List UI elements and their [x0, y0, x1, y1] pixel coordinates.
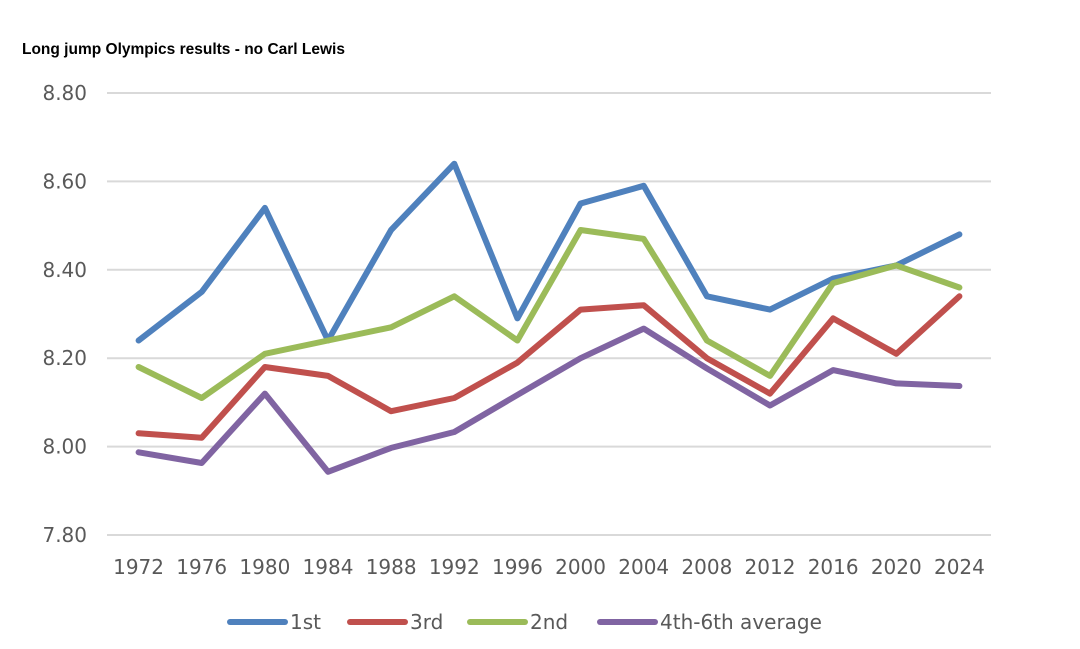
gridlines [107, 92, 991, 536]
x-tick-label: 2024 [934, 555, 985, 579]
legend-item: 4th-6th average [597, 610, 822, 634]
legend: 1st 3rd 2nd 4th-6th average [227, 610, 822, 634]
series-3rd [135, 293, 963, 441]
x-tick-label: 1972 [113, 555, 164, 579]
series-lines [135, 160, 963, 475]
series-line [135, 160, 963, 344]
x-tick-label: 1996 [492, 555, 543, 579]
series-4th-6th-average [135, 325, 963, 475]
x-tick-label: 2016 [808, 555, 859, 579]
x-tick-label: 1984 [303, 555, 354, 579]
y-tick-label: 8.60 [42, 169, 87, 193]
x-tick-label: 2012 [745, 555, 796, 579]
x-tick-label: 2020 [871, 555, 922, 579]
y-tick-label: 8.00 [42, 435, 87, 459]
x-tick-label: 1992 [429, 555, 480, 579]
x-tick-label: 1988 [366, 555, 417, 579]
x-tick-label: 1980 [239, 555, 290, 579]
series-line [135, 227, 963, 401]
chart-title: Long jump Olympics results - no Carl Lew… [22, 41, 345, 58]
y-axis-ticks: 7.80 8.00 8.20 8.40 8.60 8.80 [42, 81, 87, 547]
legend-label: 2nd [530, 610, 568, 634]
legend-label: 4th-6th average [660, 610, 822, 634]
legend-item: 2nd [467, 610, 568, 634]
y-tick-label: 8.80 [42, 81, 87, 105]
legend-label: 1st [290, 610, 321, 634]
legend-label: 3rd [410, 610, 443, 634]
x-tick-label: 2000 [555, 555, 606, 579]
series-1st [135, 160, 963, 344]
legend-item: 1st [227, 610, 321, 634]
x-tick-label: 2004 [618, 555, 669, 579]
y-tick-label: 8.20 [42, 346, 87, 370]
x-axis-ticks: 1972 1976 1980 1984 1988 1992 1996 2000 2004 2008… [113, 555, 985, 579]
series-line [135, 325, 963, 475]
y-tick-label: 7.80 [42, 523, 87, 547]
x-tick-label: 1976 [176, 555, 227, 579]
y-tick-label: 8.40 [42, 258, 87, 282]
legend-item: 3rd [347, 610, 443, 634]
x-tick-label: 2008 [681, 555, 732, 579]
series-line [135, 293, 963, 441]
series-2nd [135, 227, 963, 401]
